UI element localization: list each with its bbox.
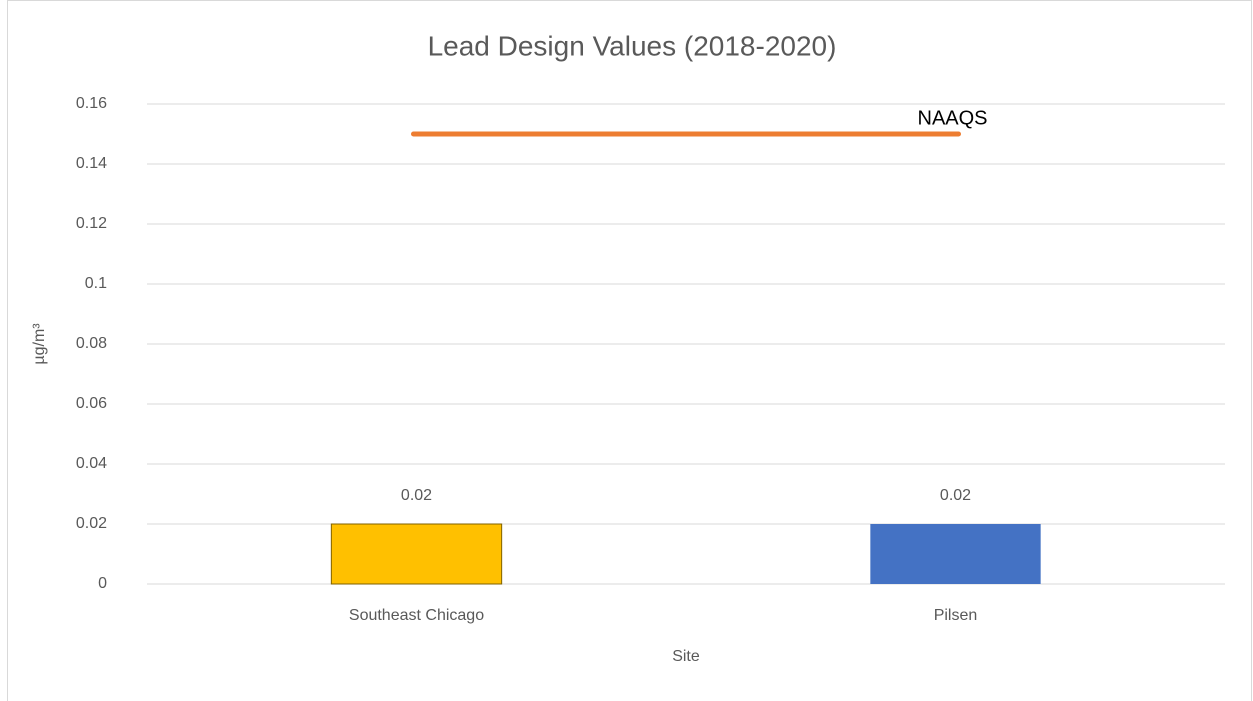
chart-border [7, 0, 1252, 701]
y-tick-label: 0.04 [76, 455, 107, 472]
y-tick-label: 0.08 [76, 335, 107, 352]
y-tick-label: 0.1 [85, 275, 107, 292]
y-tick-label: 0.16 [76, 95, 107, 112]
y-tick-label: 0 [98, 575, 107, 592]
x-axis-label: Site [672, 648, 700, 665]
bar [330, 523, 503, 585]
x-tick-label: Pilsen [934, 607, 978, 624]
data-label: 0.02 [940, 487, 971, 504]
bar [870, 524, 1041, 584]
chart-title: Lead Design Values (2018-2020) [428, 30, 837, 61]
x-tick-label: Southeast Chicago [349, 607, 484, 624]
y-tick-label: 0.02 [76, 515, 107, 532]
y-tick-label: 0.14 [76, 155, 107, 172]
reference-label: NAAQS [918, 107, 988, 129]
y-axis-label: µg/m³ [31, 323, 48, 365]
data-label: 0.02 [401, 487, 432, 504]
y-tick-label: 0.12 [76, 215, 107, 232]
y-tick-label: 0.06 [76, 395, 107, 412]
